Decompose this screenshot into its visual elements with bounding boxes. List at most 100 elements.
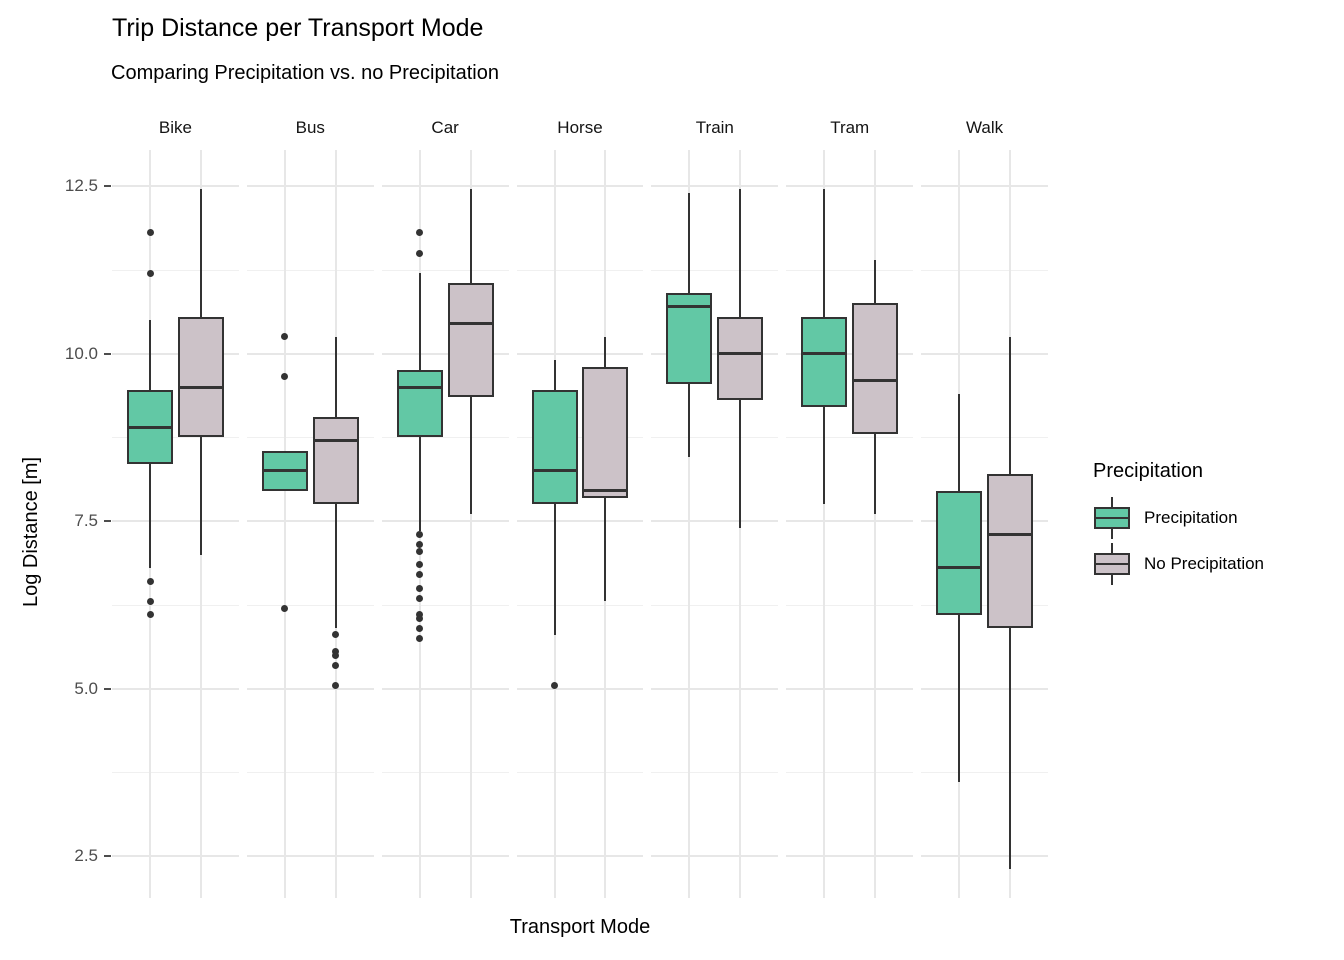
gridline-major — [921, 687, 1048, 690]
outlier-dot-car-precipitation — [416, 614, 424, 622]
outlier-dot-car-precipitation — [416, 571, 424, 579]
gridline-major — [516, 185, 644, 187]
whisker-lower-tram-no_precipitation — [874, 433, 877, 515]
whisker-lower-bike-precipitation — [149, 464, 152, 568]
gridline-minor — [112, 772, 239, 774]
gridline-major — [516, 520, 644, 522]
gridline-vertical — [823, 150, 826, 898]
gridline-minor — [112, 604, 239, 606]
box-horse-precipitation — [531, 390, 578, 505]
gridline-minor — [246, 437, 374, 439]
gridline-major — [516, 352, 644, 355]
outlier-dot-car-precipitation — [416, 229, 424, 237]
gridline-major — [921, 520, 1048, 522]
whisker-lower-car-precipitation — [418, 437, 421, 532]
outlier-dot-bus-no_precipitation — [332, 661, 340, 669]
gridline-major — [112, 855, 239, 857]
median-line-train-no_precipitation — [719, 352, 762, 355]
y-axis-title: Log Distance [m] — [20, 456, 42, 608]
outlier-dot-bike-precipitation — [146, 611, 154, 619]
plot-panels — [112, 150, 1048, 898]
median-line-car-precipitation — [398, 385, 441, 389]
median-line-train-precipitation — [668, 305, 711, 309]
gridline-major — [651, 185, 779, 187]
box-tram-no_precipitation — [852, 303, 899, 434]
boxplot-key-icon — [1093, 543, 1131, 585]
median-line-tram-no_precipitation — [854, 378, 897, 382]
x-axis-title: Transport Mode — [509, 916, 651, 938]
outlier-dot-bus-no_precipitation — [332, 631, 340, 639]
median-line-walk-no_precipitation — [988, 532, 1031, 536]
outlier-dot-bike-precipitation — [146, 597, 154, 605]
y-tick-mark — [104, 520, 111, 522]
outlier-dot-car-precipitation — [416, 561, 424, 569]
whisker-upper-train-precipitation — [688, 192, 691, 294]
whisker-upper-bike-precipitation — [149, 320, 152, 391]
outlier-dot-car-precipitation — [416, 540, 424, 548]
outlier-dot-car-precipitation — [416, 594, 424, 602]
whisker-upper-walk-no_precipitation — [1008, 336, 1011, 475]
gridline-major — [921, 185, 1048, 187]
gridline-minor — [246, 772, 374, 774]
outlier-dot-car-precipitation — [416, 634, 424, 642]
box-train-no_precipitation — [717, 316, 764, 401]
gridline-minor — [516, 604, 644, 606]
gridline-minor — [786, 604, 914, 606]
gridline-major — [516, 687, 644, 690]
outlier-dot-bike-precipitation — [146, 229, 154, 237]
panel-tram — [786, 150, 914, 898]
gridline-major — [381, 352, 509, 355]
gridline-major — [921, 352, 1048, 355]
whisker-upper-car-no_precipitation — [469, 189, 472, 284]
gridline-minor — [246, 604, 374, 606]
gridline-major — [381, 855, 509, 857]
whisker-upper-horse-no_precipitation — [604, 336, 607, 367]
facet-label-train: Train — [695, 118, 734, 137]
whisker-upper-tram-precipitation — [823, 189, 826, 317]
gridline-minor — [921, 269, 1048, 271]
gridline-major — [381, 520, 509, 522]
gridline-vertical — [469, 150, 472, 898]
legend-label-precipitation: Precipitation — [1144, 508, 1238, 527]
outlier-dot-car-precipitation — [416, 249, 424, 257]
panel-train — [651, 150, 779, 898]
y-tick-mark — [104, 687, 111, 690]
facet-label-walk: Walk — [965, 118, 1004, 137]
median-line-walk-precipitation — [938, 566, 981, 570]
median-line-tram-precipitation — [803, 352, 846, 355]
outlier-dot-bus-precipitation — [281, 604, 289, 612]
gridline-major — [246, 520, 374, 522]
box-tram-precipitation — [801, 316, 848, 408]
chart-subtitle: Comparing Precipitation vs. no Precipita… — [111, 62, 499, 84]
median-line-horse-precipitation — [533, 469, 576, 473]
whisker-lower-bus-no_precipitation — [334, 504, 337, 629]
box-bus-no_precipitation — [312, 417, 359, 505]
box-car-precipitation — [396, 370, 443, 438]
whisker-lower-horse-precipitation — [553, 504, 556, 635]
gridline-major — [651, 687, 779, 690]
whisker-lower-bike-no_precipitation — [199, 437, 202, 555]
gridline-minor — [921, 772, 1048, 774]
whisker-upper-car-precipitation — [418, 273, 421, 371]
median-line-bike-precipitation — [129, 425, 172, 429]
gridline-minor — [516, 772, 644, 774]
gridline-minor — [786, 772, 914, 774]
gridline-major — [246, 855, 374, 857]
legend-label-no-precipitation: No Precipitation — [1144, 554, 1265, 573]
whisker-upper-horse-precipitation — [553, 360, 556, 391]
y-tick-mark — [104, 185, 111, 187]
y-tick-label-5.0: 5.0 — [74, 678, 98, 698]
gridline-vertical — [283, 150, 286, 898]
gridline-minor — [381, 604, 509, 606]
median-line-horse-no_precipitation — [584, 489, 627, 493]
whisker-lower-car-no_precipitation — [469, 397, 472, 515]
gridline-major — [246, 687, 374, 690]
y-tick-mark — [104, 352, 111, 355]
outlier-dot-car-precipitation — [416, 624, 424, 632]
gridline-minor — [381, 772, 509, 774]
legend: Precipitation Precipitation No Precipita… — [1093, 460, 1264, 589]
box-walk-no_precipitation — [986, 474, 1033, 629]
outlier-dot-car-precipitation — [416, 547, 424, 555]
whisker-lower-train-precipitation — [688, 383, 691, 458]
gridline-major — [651, 520, 779, 522]
